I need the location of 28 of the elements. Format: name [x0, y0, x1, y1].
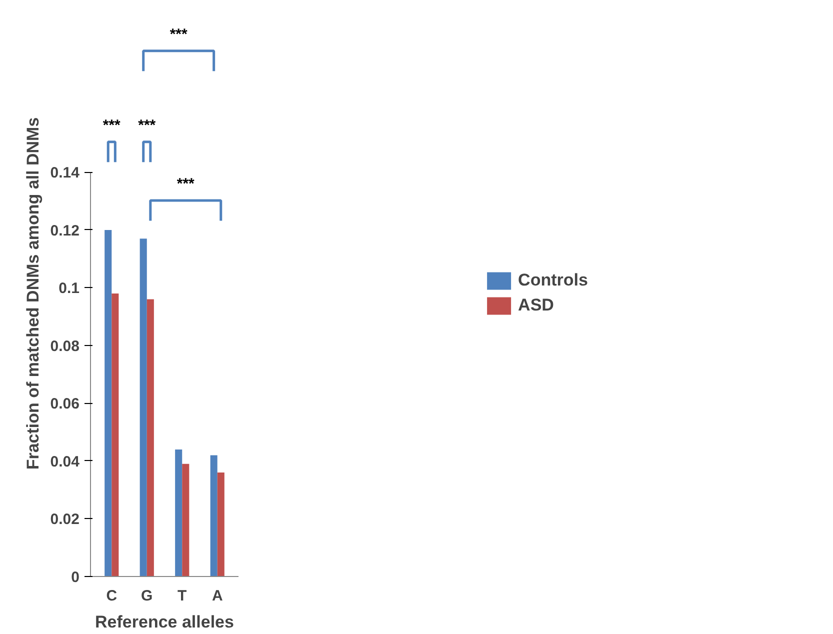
annotation: ***	[176, 175, 195, 192]
bar	[175, 449, 182, 576]
bar	[140, 238, 147, 576]
bar	[112, 294, 119, 576]
x-axis-title: Reference alleles	[95, 612, 234, 632]
y-tick-label: 0.1	[58, 280, 80, 298]
y-tick-label: 0.06	[50, 396, 80, 413]
bar	[182, 464, 190, 576]
y-tick-label: 0.14	[50, 164, 80, 182]
y-axis-title: Fraction of matched DNMs among all DNMs	[23, 117, 42, 470]
bar	[217, 472, 224, 576]
bar	[210, 455, 218, 576]
bar	[104, 230, 112, 576]
y-tick-label: 0.02	[50, 511, 80, 528]
text: ***	[138, 116, 156, 134]
x-tick-label: A	[212, 588, 223, 604]
x-tick-label: G	[141, 588, 153, 604]
legend-label: ASD	[518, 296, 554, 316]
y-tick-label: 0.04	[50, 453, 80, 470]
text: ***	[170, 26, 188, 43]
legend-label: Controls	[518, 270, 588, 290]
y-tick-label: 0	[71, 569, 80, 586]
bar	[146, 299, 154, 576]
text: ***	[102, 116, 121, 134]
y-tick-label: 0.12	[50, 222, 80, 240]
y-tick-label: 0.08	[50, 338, 80, 355]
x-tick-label: T	[178, 588, 187, 604]
x-tick-label: C	[106, 588, 118, 604]
